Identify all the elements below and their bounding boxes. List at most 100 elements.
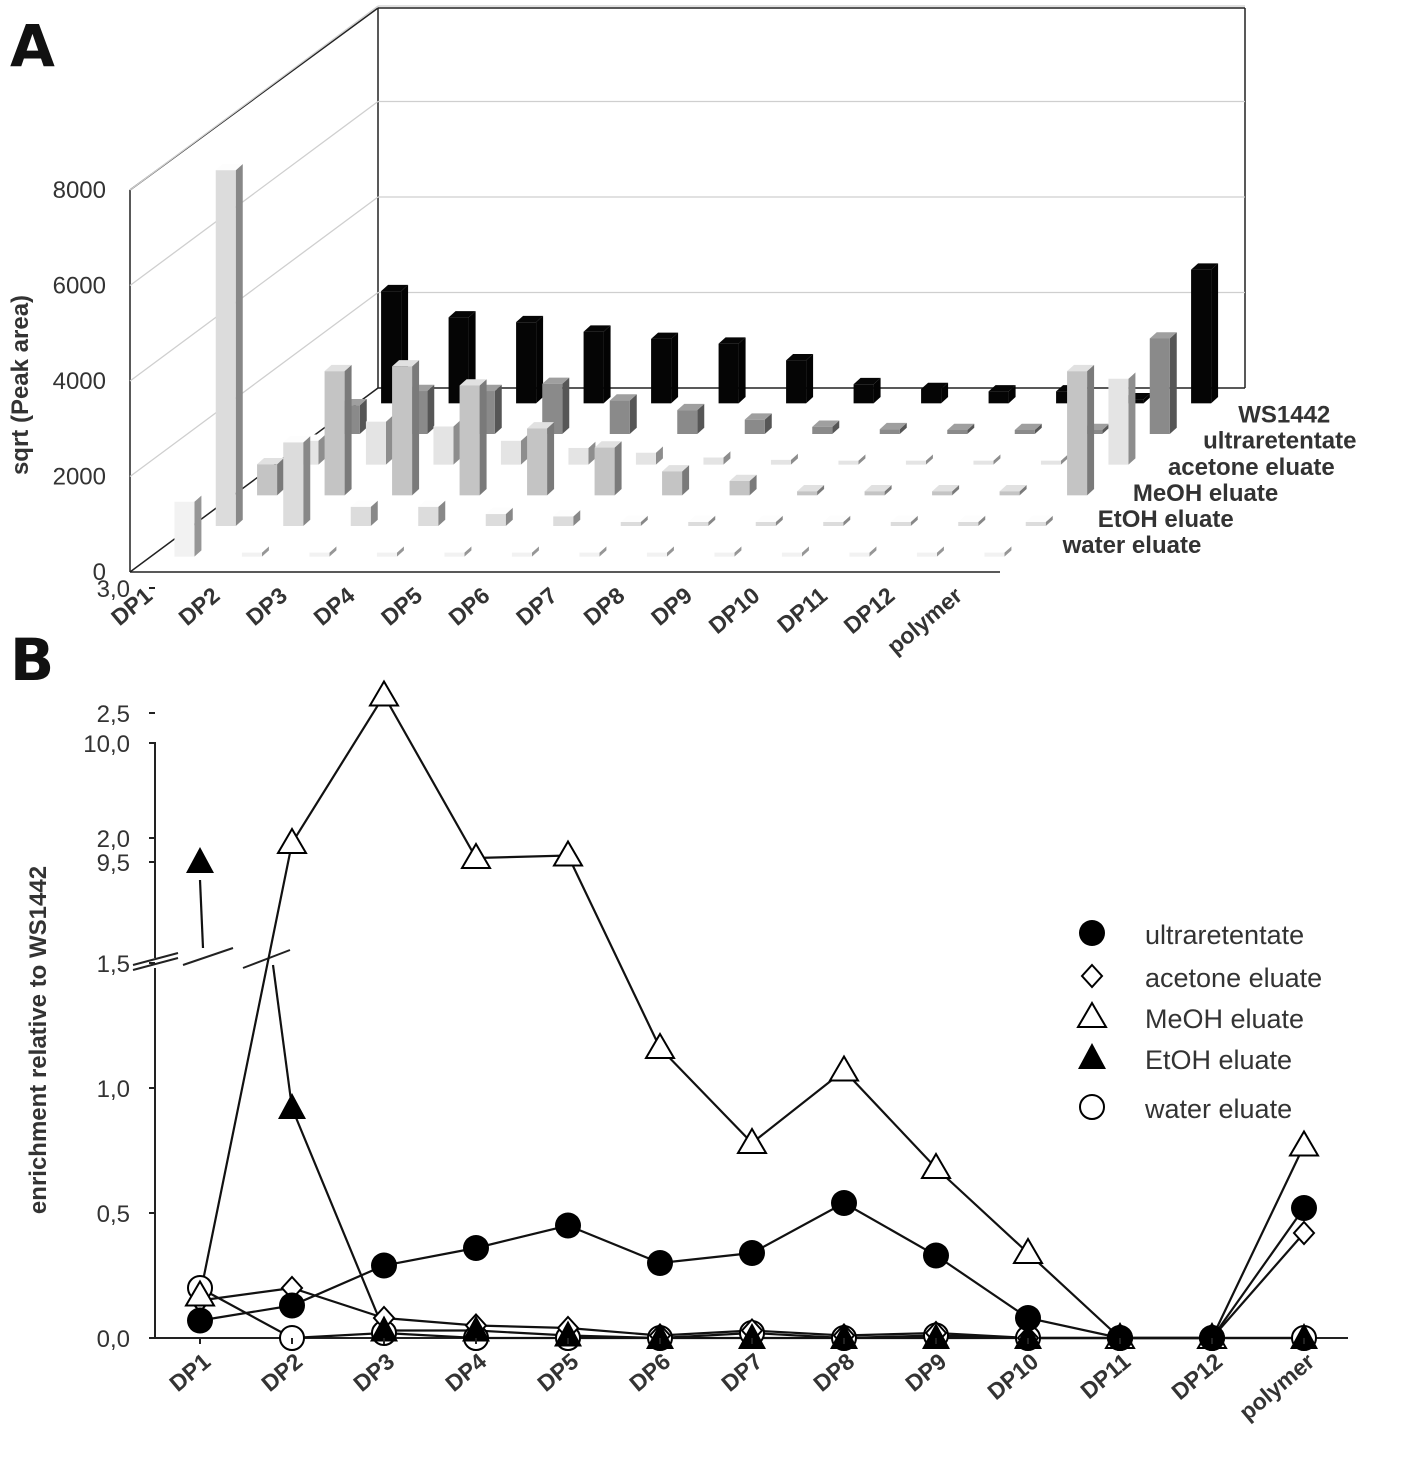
bar [958,515,986,526]
bar-top [988,385,1016,392]
etoh-arrow-line [198,879,205,949]
filled-triangle-marker [1078,1043,1106,1069]
bar [755,515,783,526]
marker-open-diamond [1292,1220,1316,1246]
y-tick-label: 0,5 [97,1201,130,1228]
marker-open-triangle [828,1054,860,1082]
bar-side [869,546,877,557]
bar [849,546,877,557]
y-tick-label: 2000 [53,464,106,491]
marker-filled-triangle [1290,1323,1318,1349]
bar-side [817,485,825,496]
bar-front [579,552,600,557]
bar-side [1143,393,1151,404]
marker-open-triangle [644,1032,676,1059]
bar [324,364,352,496]
bar [350,500,378,526]
series-ws1442 [381,263,1219,404]
marker-filled-circle [1079,920,1105,946]
marker-filled-triangle [462,1315,490,1342]
bar-front [781,552,802,557]
marker-filled-circle [555,1212,581,1239]
bar-side [277,457,285,496]
legend-label: acetone eluate [1145,963,1322,993]
bar [703,451,731,465]
bar-front [594,447,615,496]
bar-top [579,546,607,553]
filled-triangle-marker [186,847,214,873]
bar-side [629,394,637,434]
y-tick-label: 1,0 [97,1076,130,1103]
bar [1108,372,1136,465]
bar-front [511,552,532,557]
panel-b-legend: ultraretentate acetone eluate MeOH eluate E… [1076,920,1322,1124]
bar-front [864,491,885,496]
bar-front [703,457,724,465]
bar-front [984,552,1005,557]
bar-top [583,325,611,332]
bar-front [583,331,604,404]
bar-side [738,337,746,404]
bar-front [838,460,859,465]
bar-side [775,515,783,526]
marker-filled-circle [463,1235,489,1261]
bar [905,454,933,465]
filled-circle-marker [1079,920,1105,946]
bar [999,485,1027,496]
gridline-side [129,5,379,191]
bar-front [662,471,683,496]
series-acetone-eluate [298,372,1136,465]
y-tick-label: 8000 [53,177,106,204]
bar-top [849,546,877,553]
bar-front [812,426,833,434]
bar-front [823,522,844,526]
bar-top [744,413,772,420]
bar-top [1149,332,1177,339]
panel-a-y-axis-label: sqrt (Peak area) [7,295,34,475]
bar-front [500,440,521,465]
marker-filled-circle [279,1292,305,1319]
bar [433,420,461,465]
bar-top [984,546,1012,553]
bar-top [838,454,866,461]
bar [542,377,570,434]
bar-top [485,507,513,515]
marker-filled-circle [739,1240,765,1266]
x-tick-label: DP10 [704,582,765,639]
bar-side [1211,263,1219,404]
etoh-break-line [271,964,294,1109]
y-tick-label: 2,5 [97,701,130,728]
filled-circle-marker [831,1190,857,1216]
bar-side [1128,372,1136,465]
bar-side [967,423,975,434]
bar-top [459,379,487,386]
legend-label: EtOH eluate [1145,1045,1292,1075]
y-tick-label: 3,0 [97,576,130,603]
bar-side [1008,385,1016,404]
bar-side [520,434,528,465]
marker-open-diamond [1080,963,1104,989]
bar [174,495,202,557]
marker-filled-circle [187,1307,213,1334]
bar-top [1014,423,1042,430]
bar-side [438,500,446,526]
bar-front [1025,522,1046,526]
bar-side [682,465,690,496]
bar [568,441,596,465]
filled-triangle-marker [462,1315,490,1342]
bar-top [516,315,544,323]
marker-open-triangle [736,1127,768,1154]
bar-front [553,516,574,526]
marker-filled-triangle [922,1323,950,1349]
bar-top [879,422,907,430]
bar-side [547,422,555,496]
bar-top [635,446,663,453]
bar-top [365,415,393,422]
bar-front [365,421,386,465]
series-etoh-eluate [215,163,1053,526]
bar-side [936,546,944,557]
x-tick-label: DP9 [646,582,697,631]
bar-side [412,360,420,496]
bar-front [890,522,911,526]
